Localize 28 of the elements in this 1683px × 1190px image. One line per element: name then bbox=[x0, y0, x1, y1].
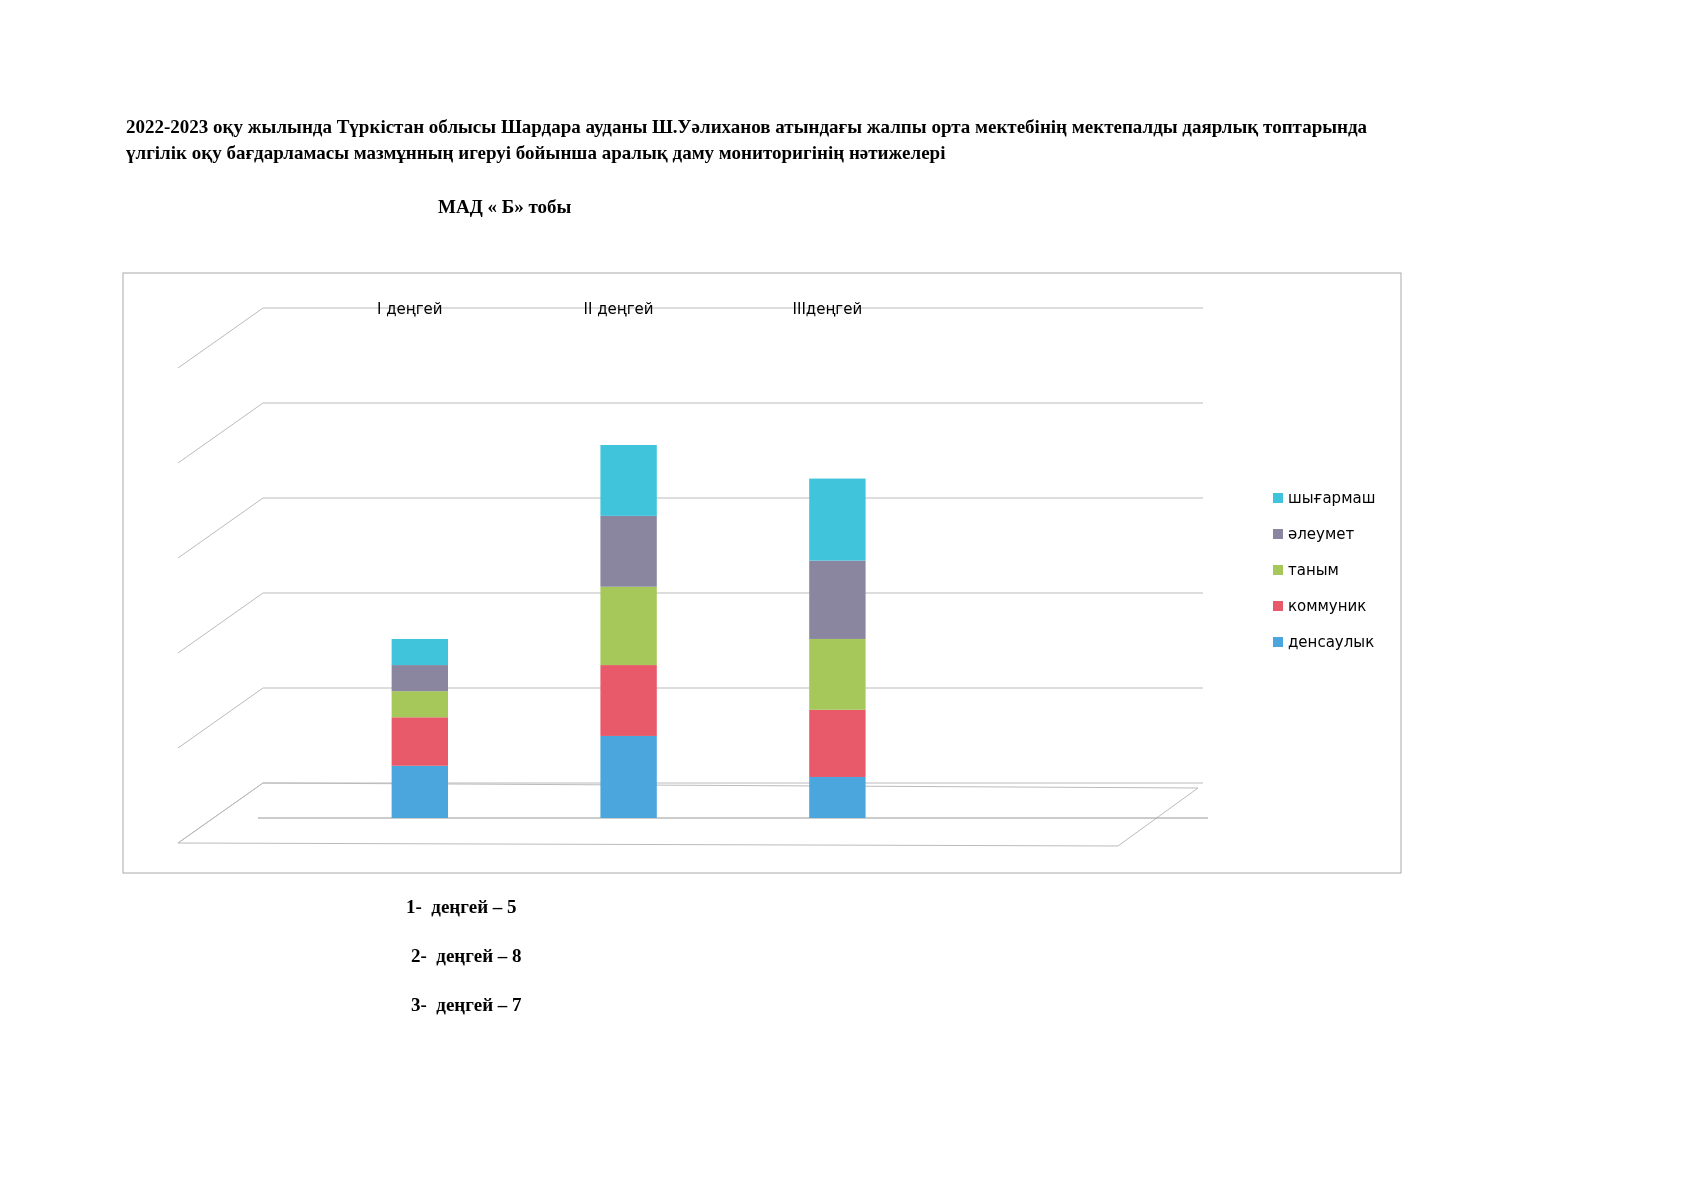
bar bbox=[809, 638, 866, 710]
bar bbox=[600, 515, 657, 587]
x-tick-label: IIIдеңгей bbox=[792, 300, 863, 318]
bar bbox=[391, 717, 448, 766]
bar bbox=[809, 709, 866, 777]
bar bbox=[809, 560, 866, 639]
chart-subtitle: МАД « Б» тобы bbox=[438, 196, 572, 217]
bar bbox=[600, 445, 657, 516]
bar bbox=[600, 735, 657, 818]
legend-label: коммуник bbox=[1288, 597, 1367, 615]
bar bbox=[391, 638, 448, 666]
bar bbox=[809, 776, 866, 818]
legend-label: таным bbox=[1288, 561, 1339, 579]
legend-label: әлеумет bbox=[1288, 525, 1355, 543]
bar bbox=[809, 478, 866, 561]
text: 3- деңгей – 7 bbox=[411, 994, 523, 1015]
bar bbox=[600, 665, 657, 736]
legend-label: денсаулык bbox=[1288, 633, 1375, 651]
x-tick-label: I деңгей bbox=[377, 300, 443, 318]
bar bbox=[600, 586, 657, 666]
bar bbox=[391, 765, 448, 818]
x-tick-label: II деңгей bbox=[583, 300, 654, 318]
chart-title: 2022-2023 оқу жылында Түркістан облысы Шардара ауданы Ш.Уәлиханов атындағы жалпы орта мектебінің мектепалды даярлық топтарында үлгілік оқу бағдарламасы мазмұнның игеруі бойынша аралық даму мониторигінің нәтижелері bbox=[126, 116, 1368, 163]
text: 1- деңгей – 5 bbox=[406, 896, 517, 917]
text: 2- деңгей – 8 bbox=[411, 945, 522, 966]
legend-label: шығармаш bbox=[1288, 489, 1376, 507]
bar bbox=[391, 665, 448, 692]
bar bbox=[391, 691, 448, 718]
